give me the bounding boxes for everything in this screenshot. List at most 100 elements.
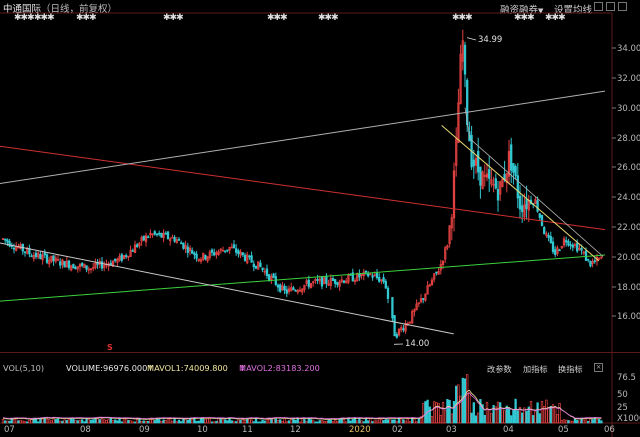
- volume-bar: [329, 419, 332, 424]
- panel-divider[interactable]: [0, 352, 640, 353]
- volume-bar: [19, 419, 22, 424]
- candle-body: [479, 166, 482, 186]
- volume-bar: [48, 419, 51, 424]
- volume-bar: [503, 410, 506, 424]
- vol-y-tick: 50: [617, 390, 628, 400]
- volume-bar: [538, 413, 541, 424]
- volume-bar: [98, 419, 101, 424]
- candle-body: [547, 235, 550, 238]
- set-ma-label: 设置均线: [554, 5, 593, 16]
- candle-body: [312, 281, 315, 284]
- volume-bar: [373, 420, 376, 424]
- volume-bar: [177, 419, 181, 424]
- candle-body: [325, 276, 328, 284]
- volume-indicator-name[interactable]: VOL(5,10): [3, 363, 45, 373]
- volume-bar: [237, 419, 240, 424]
- candle-body: [272, 273, 275, 278]
- volume-bar: [241, 419, 244, 424]
- volume-bar: [160, 420, 163, 424]
- event-marker[interactable]: ✱✱✱: [76, 13, 97, 23]
- volume-bar: [591, 419, 594, 424]
- volume-bar: [417, 418, 420, 424]
- maximize-icon[interactable]: [606, 2, 615, 11]
- volume-bar: [210, 421, 214, 424]
- volume-bar: [147, 420, 150, 424]
- up-arrow-icon: ↑: [147, 363, 154, 373]
- trendline: [469, 138, 604, 257]
- event-marker[interactable]: ✱✱✱: [163, 13, 184, 23]
- candle-body: [116, 258, 119, 263]
- event-marker[interactable]: ✱✱✱: [14, 13, 35, 23]
- margin-trading-button[interactable]: 融资融券▼: [500, 2, 543, 16]
- event-marker[interactable]: ✱✱✱: [34, 13, 55, 23]
- candle-body: [448, 225, 451, 245]
- margin-trading-label: 融资融券: [500, 5, 539, 16]
- volume-bar: [65, 420, 68, 424]
- candle-body: [239, 251, 242, 256]
- volume-bar: [576, 419, 579, 424]
- volume-bar: [294, 419, 297, 424]
- volume-bar: [74, 420, 77, 424]
- candle-body: [340, 279, 343, 282]
- x-tick-label: 07: [4, 425, 15, 435]
- trendline: [0, 90, 606, 184]
- candle-body: [283, 285, 286, 291]
- candle-body: [353, 280, 357, 282]
- swap-indicator-button[interactable]: 换指标: [558, 364, 583, 374]
- event-marker[interactable]: ✱✱✱: [545, 13, 566, 23]
- volume-bar: [569, 420, 572, 424]
- event-marker[interactable]: ✱✱✱: [514, 13, 535, 23]
- candle-body: [151, 233, 154, 236]
- sell-signal-marker[interactable]: S: [107, 343, 113, 352]
- volume-bar: [274, 418, 277, 424]
- volume-bar: [316, 421, 319, 424]
- candle-body: [164, 232, 167, 235]
- volume-bar: [100, 418, 104, 424]
- candle-body: [131, 250, 134, 252]
- volume-bar: [527, 406, 530, 424]
- volume-bar: [292, 418, 295, 424]
- set-ma-button[interactable]: 设置均线: [554, 2, 592, 16]
- volume-bar: [59, 420, 62, 424]
- volume-bar: [318, 420, 321, 424]
- close-panel-icon[interactable]: ×: [594, 363, 603, 372]
- volume-bar: [206, 418, 209, 424]
- candle-body: [327, 283, 330, 286]
- volume-bar: [505, 405, 508, 424]
- volume-bar: [107, 419, 110, 424]
- volume-bar: [76, 420, 79, 424]
- volume-bar: [127, 419, 130, 424]
- edit-params-button[interactable]: 改参数: [487, 364, 512, 374]
- volume-bar: [477, 412, 480, 424]
- volume-bar: [50, 420, 53, 424]
- volume-bar: [485, 401, 489, 424]
- volume-bar: [239, 419, 242, 424]
- add-indicator-button[interactable]: 加指标: [523, 364, 548, 374]
- volume-bar: [193, 417, 196, 424]
- candle-body: [186, 246, 189, 253]
- volume-bar: [338, 419, 341, 424]
- volume-bar: [140, 421, 143, 424]
- candle-body: [382, 277, 385, 283]
- x-tick-label: 02: [392, 425, 403, 435]
- candle-body: [28, 247, 31, 255]
- event-marker[interactable]: ✱✱✱: [452, 13, 473, 23]
- volume-bar: [320, 419, 324, 424]
- candle-body: [265, 268, 269, 276]
- volume-bar: [151, 418, 154, 424]
- window-controls: [592, 0, 640, 12]
- x-axis: 07 08 09 10 11 12 2020 02 03 04 05 06: [0, 424, 640, 437]
- candle-body: [221, 249, 225, 252]
- candle-body: [41, 254, 44, 261]
- candle-body: [257, 261, 260, 270]
- candle-body: [441, 260, 445, 266]
- candle-body: [153, 231, 156, 235]
- candle-body: [336, 282, 339, 285]
- event-marker[interactable]: ✱✱✱: [267, 13, 288, 23]
- minimize-icon[interactable]: [594, 2, 603, 11]
- event-marker[interactable]: ✱✱✱: [318, 13, 339, 23]
- close-icon[interactable]: [618, 2, 627, 11]
- volume-bar: [12, 419, 16, 424]
- candle-body: [182, 242, 185, 249]
